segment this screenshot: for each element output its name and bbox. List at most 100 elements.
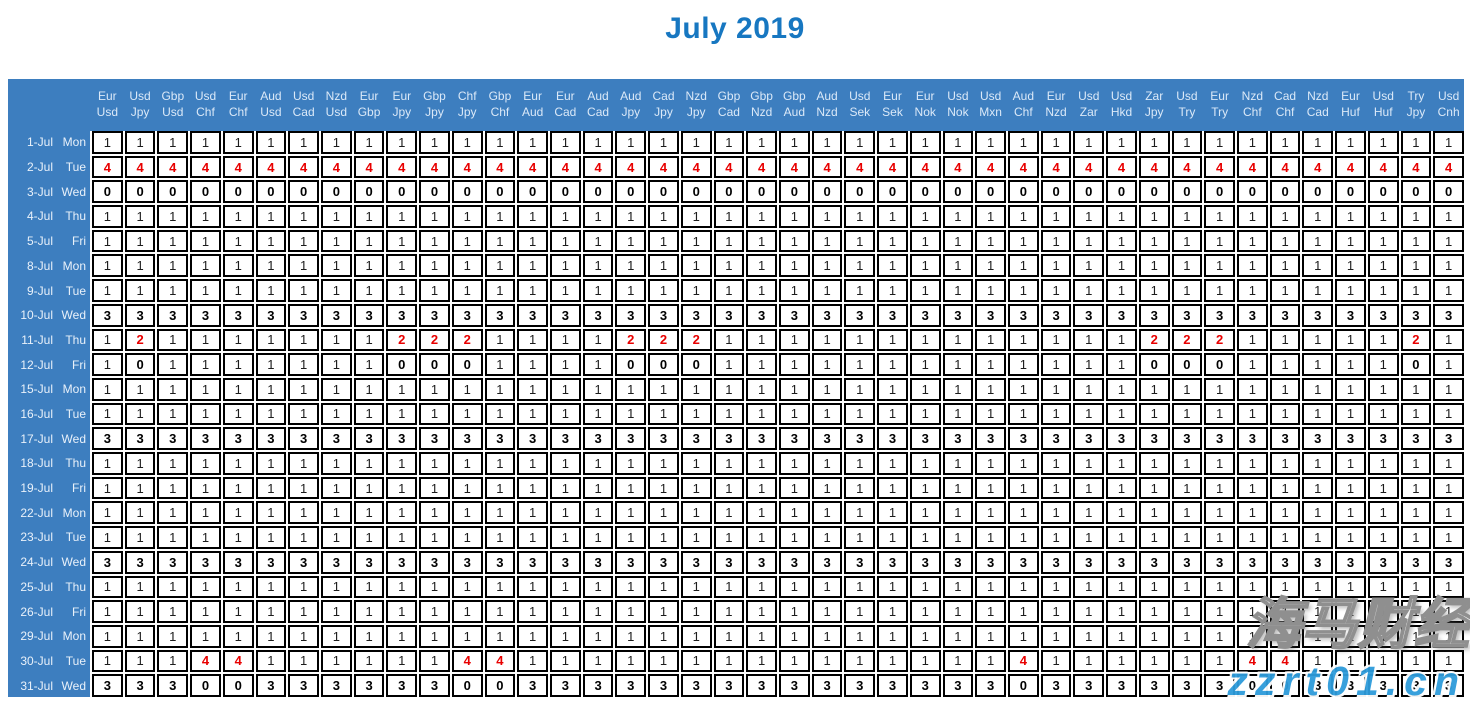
- event-count-cell: 1: [1433, 452, 1464, 475]
- pair-quote: Usd: [260, 106, 281, 118]
- event-count-cell: 1: [975, 452, 1006, 475]
- event-count-cell: 4: [223, 156, 254, 179]
- event-count-cell: 3: [746, 674, 777, 697]
- event-count-cell: 4: [386, 156, 417, 179]
- event-count-cell: 1: [1335, 378, 1366, 401]
- pair-base: Eur: [229, 90, 248, 102]
- pair-base: Eur: [523, 90, 542, 102]
- event-count-cell: 3: [256, 427, 287, 450]
- event-count-cell: 1: [943, 254, 974, 277]
- event-count-cell: 1: [1172, 403, 1203, 426]
- event-count-cell: 1: [1204, 378, 1235, 401]
- event-count-cell: 3: [583, 674, 614, 697]
- event-count-cell: 1: [256, 600, 287, 623]
- event-count-cell: 3: [1335, 674, 1366, 697]
- event-count-cell: 3: [321, 304, 352, 327]
- event-count-cell: 1: [1368, 230, 1399, 253]
- event-count-cell: 1: [157, 279, 188, 302]
- event-count-cell: 0: [223, 674, 254, 697]
- event-count-cell: 1: [190, 526, 221, 549]
- event-count-cell: 0: [910, 180, 941, 203]
- event-count-cell: 1: [1237, 279, 1268, 302]
- event-count-cell: 1: [1008, 329, 1039, 352]
- event-count-cell: 1: [157, 378, 188, 401]
- event-count-cell: 3: [386, 551, 417, 574]
- event-count-cell: 1: [1139, 452, 1170, 475]
- event-count-cell: 1: [452, 279, 483, 302]
- event-count-cell: 1: [321, 477, 352, 500]
- event-count-cell: 1: [910, 378, 941, 401]
- event-count-cell: 1: [1302, 131, 1333, 154]
- event-count-cell: 1: [223, 501, 254, 524]
- event-count-cell: 1: [157, 600, 188, 623]
- event-count-cell: 1: [92, 230, 123, 253]
- event-count-cell: 3: [1073, 304, 1104, 327]
- pair-quote: Aud: [784, 106, 805, 118]
- event-count-cell: 3: [1237, 551, 1268, 574]
- event-count-cell: 1: [1335, 576, 1366, 599]
- event-count-cell: 3: [1302, 427, 1333, 450]
- event-count-cell: 1: [648, 403, 679, 426]
- pair-base: Chf: [458, 90, 477, 102]
- event-count-cell: 4: [877, 156, 908, 179]
- event-count-cell: 1: [1041, 452, 1072, 475]
- event-count-cell: 1: [256, 452, 287, 475]
- event-count-cell: 1: [615, 403, 646, 426]
- event-count-cell: 1: [746, 501, 777, 524]
- pair-base: Usd: [1111, 90, 1132, 102]
- event-count-cell: 0: [125, 180, 156, 203]
- event-count-cell: 1: [517, 279, 548, 302]
- pair-quote: Huf: [1374, 106, 1393, 118]
- event-count-cell: 0: [157, 180, 188, 203]
- row-date: 23-Jul: [8, 526, 55, 549]
- event-count-cell: 1: [1433, 353, 1464, 376]
- pair-base: Eur: [1047, 90, 1066, 102]
- pair-base: Zar: [1145, 90, 1163, 102]
- event-count-cell: 1: [321, 230, 352, 253]
- event-count-cell: 1: [1073, 329, 1104, 352]
- event-count-cell: 1: [714, 526, 745, 549]
- event-count-cell: 0: [550, 180, 581, 203]
- event-count-cell: 1: [288, 477, 319, 500]
- event-count-cell: 1: [1139, 403, 1170, 426]
- event-count-cell: 1: [125, 477, 156, 500]
- event-count-cell: 1: [485, 230, 516, 253]
- event-count-cell: 1: [92, 452, 123, 475]
- pair-quote: Mxn: [979, 106, 1002, 118]
- event-count-cell: 0: [452, 180, 483, 203]
- event-count-cell: 1: [517, 230, 548, 253]
- event-count-cell: 1: [485, 600, 516, 623]
- event-count-cell: 1: [877, 329, 908, 352]
- event-count-cell: 3: [648, 427, 679, 450]
- event-count-cell: 1: [1041, 378, 1072, 401]
- pair-quote: Gbp: [358, 106, 381, 118]
- event-count-cell: 1: [1204, 205, 1235, 228]
- pair-quote: Chf: [229, 106, 248, 118]
- event-count-cell: 1: [812, 576, 843, 599]
- event-count-cell: 1: [1106, 477, 1137, 500]
- event-count-cell: 1: [1401, 452, 1432, 475]
- event-count-cell: 1: [550, 205, 581, 228]
- event-count-cell: 3: [583, 304, 614, 327]
- event-count-cell: 1: [975, 230, 1006, 253]
- event-count-cell: 4: [1302, 156, 1333, 179]
- pair-base: Usd: [1373, 90, 1394, 102]
- pair-quote: Sek: [882, 106, 903, 118]
- pair-base: Gbp: [161, 90, 184, 102]
- event-count-cell: 1: [746, 650, 777, 673]
- event-count-cell: 1: [975, 254, 1006, 277]
- row-date: 30-Jul: [8, 650, 55, 673]
- event-count-cell: 0: [1073, 180, 1104, 203]
- event-count-cell: 1: [1106, 353, 1137, 376]
- event-count-cell: 3: [125, 674, 156, 697]
- event-count-cell: 1: [1008, 131, 1039, 154]
- event-count-cell: 1: [354, 650, 385, 673]
- pair-quote: Cnh: [1438, 106, 1460, 118]
- event-count-cell: 0: [1041, 180, 1072, 203]
- event-count-cell: 1: [321, 279, 352, 302]
- event-count-cell: 1: [354, 625, 385, 648]
- event-count-cell: 4: [256, 156, 287, 179]
